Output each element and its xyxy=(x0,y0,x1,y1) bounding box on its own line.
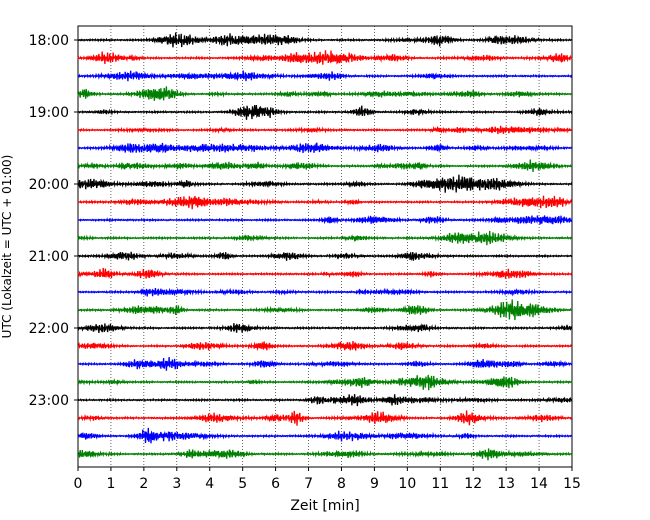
seismic-trace xyxy=(77,215,573,225)
seismic-trace xyxy=(77,195,573,210)
y-tick-label: 20:00 xyxy=(29,177,69,193)
x-tick-label: 2 xyxy=(139,476,148,492)
trace-group xyxy=(77,32,573,461)
seismic-trace xyxy=(77,142,573,154)
x-tick-label: 14 xyxy=(530,476,548,492)
y-axis: 18:00 19:00 20:00 21:00 22:00 23:00 xyxy=(29,33,78,409)
seismic-trace xyxy=(77,323,573,333)
seismic-trace xyxy=(77,230,573,246)
plot-area xyxy=(77,25,573,468)
seismic-trace xyxy=(77,174,573,193)
x-tick-label: 7 xyxy=(304,476,313,492)
x-tick-label: 12 xyxy=(464,476,482,492)
y-tick-label: 23:00 xyxy=(29,393,69,409)
x-tick-label: 15 xyxy=(563,476,581,492)
x-axis-label: Zeit [min] xyxy=(290,498,359,514)
seismic-trace xyxy=(77,70,573,82)
x-tick-label: 11 xyxy=(431,476,449,492)
x-tick-label: 8 xyxy=(337,476,346,492)
seismic-trace xyxy=(77,159,573,172)
seismic-trace xyxy=(77,287,573,297)
x-tick-label: 4 xyxy=(205,476,214,492)
seismic-trace xyxy=(77,251,573,262)
x-tick-label: 5 xyxy=(238,476,247,492)
x-tick-label: 0 xyxy=(74,476,83,492)
seismic-trace xyxy=(77,125,573,135)
seismic-trace xyxy=(77,104,573,120)
seismic-trace xyxy=(77,448,573,461)
x-tick-label: 1 xyxy=(106,476,115,492)
x-tick-label: 13 xyxy=(497,476,515,492)
seismic-trace xyxy=(77,299,573,321)
y-tick-label: 19:00 xyxy=(29,105,69,121)
seismic-trace xyxy=(77,356,573,371)
seismic-trace xyxy=(77,374,573,391)
seismic-trace xyxy=(77,394,573,407)
x-tick-label: 10 xyxy=(398,476,416,492)
seismic-trace xyxy=(77,341,573,352)
x-tick-label: 9 xyxy=(370,476,379,492)
seismic-trace xyxy=(77,86,573,101)
seismic-trace xyxy=(77,427,573,444)
seismic-trace xyxy=(77,32,573,48)
x-tick-label: 3 xyxy=(172,476,181,492)
y-tick-label: 18:00 xyxy=(29,33,69,49)
y-axis-label: UTC (Lokalzeit = UTC + 01:00) xyxy=(0,155,14,339)
seismic-trace xyxy=(77,267,573,279)
x-tick-label: 6 xyxy=(271,476,280,492)
y-tick-label: 21:00 xyxy=(29,249,69,265)
seismic-trace xyxy=(77,410,573,426)
x-axis: 0 1 2 3 4 5 6 7 8 9 10 11 12 13 14 15 xyxy=(74,467,581,492)
y-tick-label: 22:00 xyxy=(29,321,69,337)
seismic-trace xyxy=(77,50,573,65)
